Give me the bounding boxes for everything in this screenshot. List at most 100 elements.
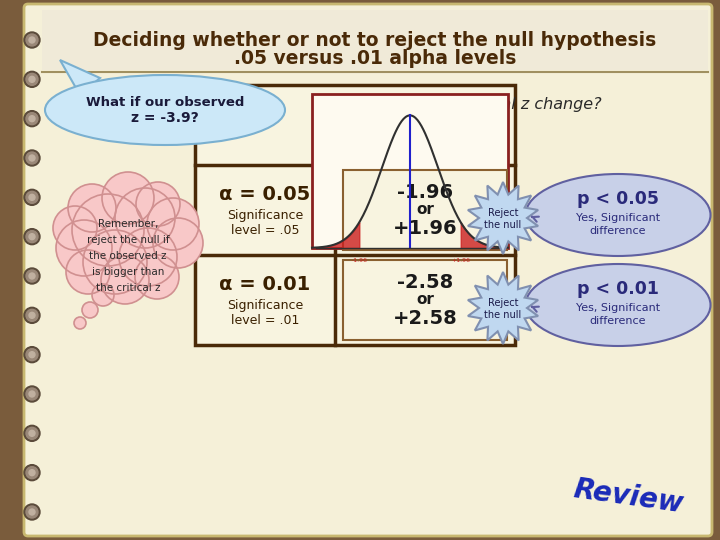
Circle shape [26, 113, 38, 125]
Circle shape [24, 504, 40, 520]
Circle shape [29, 430, 35, 436]
Text: How would the critical z change?: How would the critical z change? [338, 98, 602, 112]
Circle shape [24, 386, 40, 402]
Circle shape [82, 302, 98, 318]
Circle shape [24, 190, 40, 205]
Circle shape [26, 152, 38, 164]
Circle shape [24, 268, 40, 284]
FancyBboxPatch shape [312, 94, 508, 248]
Text: the observed z: the observed z [89, 251, 167, 261]
Text: reject the null if: reject the null if [86, 235, 169, 245]
Circle shape [119, 228, 177, 286]
Text: α = 0.05: α = 0.05 [220, 186, 310, 205]
Ellipse shape [45, 75, 285, 145]
Circle shape [29, 234, 35, 240]
Circle shape [147, 198, 199, 250]
Text: +2.58: +2.58 [392, 308, 457, 327]
Circle shape [29, 470, 35, 476]
Circle shape [24, 464, 40, 481]
Text: +1.96: +1.96 [392, 219, 457, 238]
Circle shape [29, 312, 35, 319]
Circle shape [101, 256, 149, 304]
Circle shape [72, 194, 144, 266]
Circle shape [24, 228, 40, 245]
Text: the critical z: the critical z [96, 283, 161, 293]
Circle shape [24, 32, 40, 48]
Circle shape [135, 255, 179, 299]
Circle shape [29, 76, 35, 82]
Circle shape [29, 391, 35, 397]
Text: Reject: Reject [487, 208, 518, 218]
Circle shape [136, 182, 180, 226]
Polygon shape [60, 60, 100, 95]
Circle shape [66, 250, 110, 294]
Circle shape [29, 352, 35, 357]
Circle shape [26, 34, 38, 46]
Text: Review: Review [571, 475, 685, 518]
Text: .05 versus .01 alpha levels: .05 versus .01 alpha levels [234, 49, 516, 68]
Text: What if our observed: What if our observed [86, 96, 244, 109]
Circle shape [26, 231, 38, 242]
Text: the null: the null [485, 310, 521, 320]
Circle shape [24, 71, 40, 87]
Circle shape [102, 172, 154, 224]
Circle shape [56, 220, 112, 276]
Circle shape [24, 347, 40, 363]
Text: difference: difference [590, 316, 647, 326]
Text: z = -3.9?: z = -3.9? [131, 111, 199, 125]
Circle shape [26, 309, 38, 321]
Text: or: or [416, 202, 434, 218]
Text: Significance: Significance [227, 210, 303, 222]
Text: Yes, Significant: Yes, Significant [576, 303, 660, 313]
Text: Yes, Significant: Yes, Significant [576, 213, 660, 223]
Circle shape [26, 191, 38, 204]
Circle shape [29, 155, 35, 161]
Circle shape [68, 184, 116, 232]
Circle shape [26, 349, 38, 361]
Circle shape [153, 218, 203, 268]
Text: the null: the null [485, 220, 521, 230]
Text: is bigger than: is bigger than [92, 267, 164, 277]
Polygon shape [468, 182, 538, 254]
Circle shape [74, 317, 86, 329]
Circle shape [29, 194, 35, 200]
Text: or: or [416, 293, 434, 307]
Text: -1.96: -1.96 [397, 183, 453, 201]
Circle shape [29, 509, 35, 515]
Circle shape [92, 284, 114, 306]
Text: Significance: Significance [227, 300, 303, 313]
Polygon shape [468, 272, 538, 344]
FancyBboxPatch shape [343, 170, 507, 250]
Circle shape [115, 188, 175, 248]
Circle shape [29, 273, 35, 279]
Text: -1.96: -1.96 [351, 258, 368, 263]
Circle shape [53, 206, 97, 250]
Ellipse shape [526, 264, 711, 346]
Circle shape [83, 230, 147, 294]
Text: difference: difference [590, 226, 647, 236]
Text: α = 0.01: α = 0.01 [220, 275, 310, 294]
Text: level = .01: level = .01 [231, 314, 300, 327]
Text: Remember,: Remember, [98, 219, 158, 229]
Circle shape [26, 270, 38, 282]
Circle shape [24, 426, 40, 441]
Text: Reject: Reject [487, 298, 518, 308]
Circle shape [24, 307, 40, 323]
Circle shape [24, 111, 40, 127]
FancyBboxPatch shape [24, 4, 712, 536]
FancyBboxPatch shape [343, 260, 507, 340]
Circle shape [29, 116, 35, 122]
Text: p < 0.01: p < 0.01 [577, 280, 659, 298]
Text: Deciding whether or not to reject the null hypothesis: Deciding whether or not to reject the nu… [94, 30, 657, 50]
Circle shape [29, 37, 35, 43]
Ellipse shape [526, 174, 711, 256]
Circle shape [26, 427, 38, 440]
Circle shape [26, 506, 38, 518]
Circle shape [26, 467, 38, 478]
Circle shape [26, 73, 38, 85]
FancyBboxPatch shape [195, 85, 515, 345]
Circle shape [26, 388, 38, 400]
Text: p < 0.05: p < 0.05 [577, 190, 659, 208]
Circle shape [24, 150, 40, 166]
Text: -2.58: -2.58 [397, 273, 453, 292]
